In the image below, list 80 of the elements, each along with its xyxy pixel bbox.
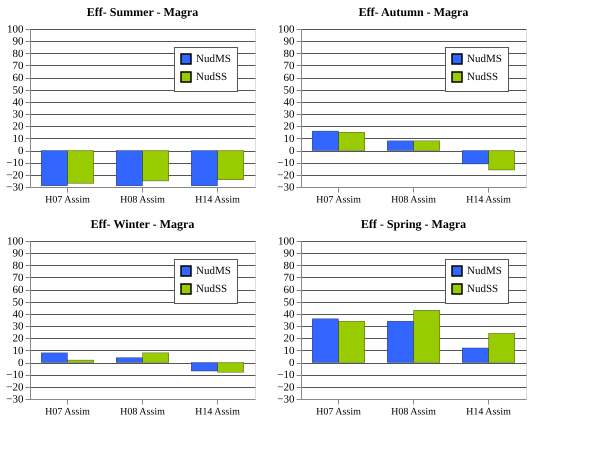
chart-title: Eff- Summer - Magra	[86, 5, 198, 19]
y-tick-label: 20	[284, 332, 295, 345]
y-tick-label: 40	[12, 96, 24, 108]
legend-label: NudSS	[196, 71, 228, 83]
y-tick-label: 60	[284, 72, 295, 84]
legend-label: NudMS	[196, 53, 231, 65]
chart-title: Eff- Winter - Magra	[90, 217, 194, 231]
y-tick-label: −10	[6, 157, 24, 170]
y-tick-label: 0	[18, 357, 24, 370]
y-tick-label: 30	[284, 108, 295, 121]
y-tick-label: −30	[6, 394, 24, 406]
y-tick-label: 10	[284, 132, 295, 145]
y-tick-label: 100	[278, 236, 295, 248]
y-tick-label: −10	[6, 369, 24, 382]
y-tick-label: 70	[284, 272, 295, 284]
legend-label: NudSS	[467, 71, 498, 83]
y-tick-label: −20	[277, 381, 295, 394]
legend-label: NudMS	[196, 265, 231, 277]
y-tick-label: 70	[12, 272, 24, 284]
y-tick-label: −30	[277, 182, 295, 194]
y-tick-label: 60	[12, 72, 24, 84]
y-tick-label: −10	[277, 369, 295, 382]
y-tick-label: 20	[12, 332, 24, 345]
y-tick-label: 0	[18, 145, 24, 158]
y-tick-label: 90	[12, 248, 24, 260]
x-tick-label: H08 Assim	[391, 406, 436, 418]
y-tick-label: 50	[284, 296, 295, 308]
y-tick-label: 80	[284, 260, 295, 272]
legend-label: NudSS	[196, 283, 228, 295]
chart-title: Eff- Autumn - Magra	[358, 5, 468, 19]
x-tick-label: H07 Assim	[45, 406, 90, 418]
y-tick-label: 20	[284, 120, 295, 133]
y-tick-label: 30	[12, 108, 24, 121]
y-tick-label: 80	[284, 48, 295, 60]
x-tick-label: H14 Assim	[195, 194, 240, 206]
y-tick-label: −30	[277, 394, 295, 406]
y-tick-label: 100	[278, 24, 295, 36]
x-tick-label: H14 Assim	[195, 406, 240, 418]
y-tick-label: 10	[284, 344, 295, 357]
y-tick-label: 50	[12, 296, 24, 308]
x-tick-label: H08 Assim	[120, 194, 166, 206]
y-tick-label: −30	[6, 182, 24, 194]
x-tick-label: H08 Assim	[120, 406, 166, 418]
x-tick-label: H08 Assim	[391, 194, 436, 206]
y-tick-label: −10	[277, 157, 295, 170]
y-tick-label: 30	[284, 320, 295, 333]
y-tick-label: −20	[6, 169, 24, 182]
y-tick-label: 70	[12, 60, 24, 72]
y-tick-label: 90	[284, 36, 295, 48]
x-tick-label: H07 Assim	[316, 194, 362, 206]
y-tick-label: 10	[12, 344, 24, 357]
y-tick-label: 0	[289, 357, 295, 370]
y-tick-label: 80	[12, 260, 24, 272]
y-tick-label: 50	[284, 84, 295, 96]
y-tick-label: 80	[12, 48, 24, 60]
y-tick-label: 40	[284, 308, 295, 320]
y-tick-label: 30	[12, 320, 24, 333]
legend-label: NudMS	[467, 265, 502, 277]
y-tick-label: −20	[6, 381, 24, 394]
y-tick-label: 90	[284, 248, 295, 260]
legend-label: NudMS	[467, 53, 502, 65]
y-tick-label: 70	[284, 60, 295, 72]
x-tick-label: H14 Assim	[466, 194, 512, 206]
y-tick-label: 40	[284, 96, 295, 108]
chart-title: Eff - Spring - Magra	[360, 217, 466, 231]
x-tick-label: H07 Assim	[45, 194, 90, 206]
y-tick-label: 60	[12, 284, 24, 296]
legend-label: NudSS	[467, 283, 498, 295]
y-tick-label: 100	[7, 24, 24, 36]
x-tick-label: H07 Assim	[316, 406, 362, 418]
y-tick-label: 0	[289, 145, 295, 158]
y-tick-label: 20	[12, 120, 24, 133]
y-tick-label: 60	[284, 284, 295, 296]
x-tick-label: H14 Assim	[466, 406, 512, 418]
y-tick-label: 100	[7, 236, 24, 248]
y-tick-label: −20	[277, 169, 295, 182]
y-tick-label: 50	[12, 84, 24, 96]
y-tick-label: 10	[12, 132, 24, 145]
y-tick-label: 90	[12, 36, 24, 48]
y-tick-label: 40	[12, 308, 24, 320]
